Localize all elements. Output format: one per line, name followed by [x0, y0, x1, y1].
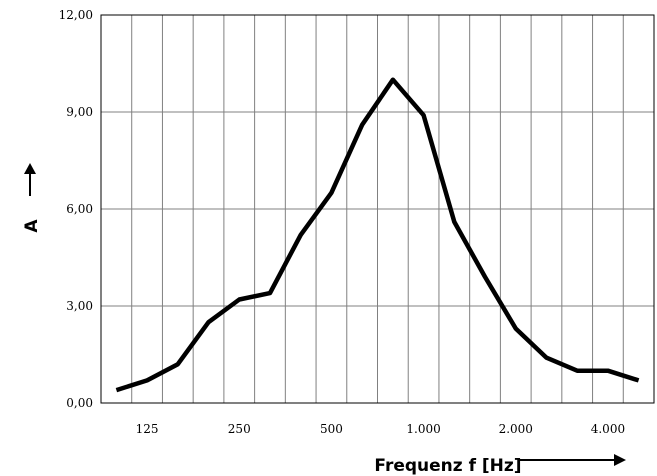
grid-layer: [101, 15, 654, 403]
y-tick-label: 3,00: [66, 299, 93, 313]
x-tick-label: 4.000: [591, 422, 625, 436]
y-axis-arrow-icon: [24, 163, 36, 196]
x-tick-label: 125: [136, 422, 159, 436]
series-layer: [115, 77, 640, 393]
x-tick-label: 1.000: [406, 422, 440, 436]
y-tick-label: 9,00: [66, 105, 93, 119]
x-axis-arrow-icon: [518, 454, 626, 466]
plot-area-border: [100, 14, 655, 404]
x-tick-label: 2.000: [499, 422, 533, 436]
plot-frame: [100, 14, 655, 404]
y-axis-label: A: [22, 163, 42, 233]
y-tick-labels: 0,00 3,00 6,00 9,00 12,00: [59, 8, 93, 410]
x-tick-labels: 125 250 500 1.000 2.000 4.000: [136, 422, 625, 436]
y-tick-label: 6,00: [66, 202, 93, 216]
x-axis-label: Frequenz f [Hz]: [374, 454, 626, 476]
x-tick-label: 500: [320, 422, 343, 436]
x-tick-label: 250: [228, 422, 251, 436]
y-tick-label: 0,00: [66, 396, 93, 410]
y-axis-title: A: [22, 219, 42, 233]
y-tick-label: 12,00: [59, 8, 93, 22]
x-axis-title: Frequenz f [Hz]: [374, 456, 521, 476]
series-line: [115, 77, 640, 393]
